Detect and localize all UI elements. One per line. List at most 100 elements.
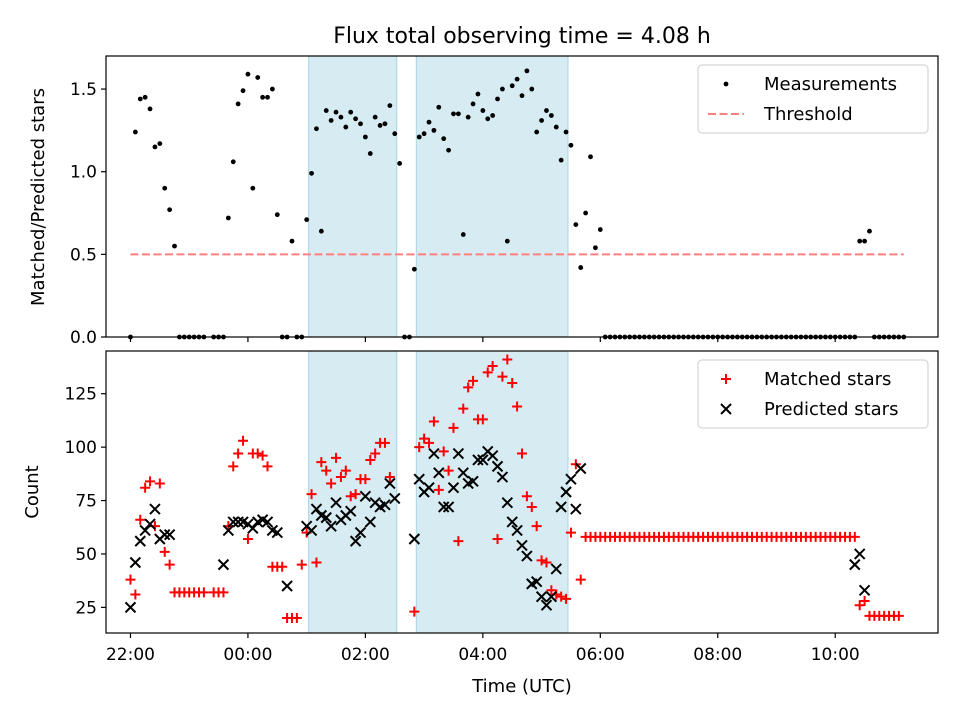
count-plus-point <box>424 437 435 448</box>
count-plus-point <box>125 574 136 585</box>
ratio-dot-point <box>867 228 872 234</box>
ratio-dot-point <box>524 68 530 74</box>
series-matched-stars <box>125 354 904 624</box>
count-x-point <box>271 526 284 539</box>
count-plus-point <box>409 606 420 617</box>
count-x-point <box>159 529 171 541</box>
count-plus-point <box>228 461 239 472</box>
count-x-point <box>344 505 357 517</box>
ratio-dot-point <box>387 103 393 108</box>
count-plus-point <box>448 422 459 433</box>
count-x-point <box>501 496 514 509</box>
count-plus-point <box>531 521 542 532</box>
count-plus-point <box>428 416 439 427</box>
ratio-dot-point <box>274 212 280 218</box>
ratio-dot-point <box>397 161 403 166</box>
ratio-dot-point <box>485 116 491 122</box>
count-x-point <box>163 529 176 541</box>
chart-title: Flux total observing time = 4.08 h <box>333 24 711 49</box>
count-plus-point <box>350 489 361 500</box>
ratio-dot-point <box>519 93 525 99</box>
ratio-dot-point <box>455 111 461 117</box>
ratio-dot-point <box>230 159 236 165</box>
count-x-point <box>496 471 509 483</box>
count-plus-point <box>492 534 503 544</box>
count-x-point <box>428 447 440 460</box>
count-ytick-label: 100 <box>65 438 97 458</box>
count-x-point <box>149 503 161 515</box>
count-plus-point <box>218 587 229 598</box>
ratio-dot-point <box>495 96 500 102</box>
ratio-dot-point <box>857 238 863 244</box>
count-plus-point <box>159 546 170 557</box>
count-x-point <box>349 535 362 547</box>
ratio-dot-point <box>436 104 442 110</box>
count-ytick-label: 125 <box>65 385 97 405</box>
ratio-dot-point <box>446 147 451 153</box>
series-predicted-stars <box>124 445 871 614</box>
ratio-dot-point <box>514 76 520 82</box>
ratio-dot-point <box>421 131 427 137</box>
count-plus-point <box>541 557 552 568</box>
count-x-point <box>486 449 499 462</box>
count-plus-point <box>482 367 493 378</box>
shaded-window-2 <box>415 55 569 338</box>
count-legend: Matched stars Predicted stars <box>697 359 929 429</box>
count-plus-point <box>262 461 273 472</box>
ratio-axes-frame <box>105 55 939 338</box>
count-x-point <box>261 516 274 528</box>
ratio-dot-point <box>451 111 456 117</box>
ratio-ytick-label: 1.0 <box>70 163 97 183</box>
ratio-dot-point <box>240 88 246 94</box>
count-x-point <box>325 520 337 532</box>
legend-box <box>697 64 929 134</box>
count-plus-point <box>497 371 508 382</box>
count-plus-point <box>433 484 444 495</box>
ratio-dot-point <box>235 101 241 107</box>
ratio-dot-point <box>504 238 510 244</box>
count-plus-point <box>345 491 356 502</box>
count-plus-point <box>130 589 141 600</box>
count-plus-point <box>164 559 175 570</box>
count-x-point <box>849 558 861 571</box>
count-x-point <box>144 518 156 530</box>
ratio-dot-point <box>500 86 505 92</box>
count-x-point <box>330 496 342 509</box>
count-plus-point <box>561 593 572 604</box>
ratio-ytick-label: 0.0 <box>70 328 97 348</box>
ratio-dot-point <box>558 157 564 163</box>
count-x-point <box>413 473 425 485</box>
count-x-point <box>560 486 572 498</box>
count-x-point <box>540 599 553 611</box>
ratio-dot-point <box>343 124 349 130</box>
count-plus-point <box>565 527 576 538</box>
count-plus-point <box>512 401 523 412</box>
count-ytick-label: 75 <box>75 492 97 512</box>
ratio-dot-point <box>152 144 158 150</box>
legend-x-swatch <box>720 403 732 415</box>
ratio-dot-point <box>167 207 173 213</box>
count-plus-point <box>306 489 317 500</box>
count-axes-frame <box>105 350 939 634</box>
ratio-dot-point <box>568 142 574 148</box>
ratio-dot-point <box>362 134 368 140</box>
ratio-dot-point <box>157 141 163 147</box>
ratio-dot-point <box>314 126 319 132</box>
ratio-dot-point <box>270 86 275 92</box>
count-x-point <box>575 462 587 475</box>
ratio-panel: 0.0 0.5 1.0 1.5 Measurements Threshold <box>70 55 939 348</box>
count-x-point <box>124 601 137 614</box>
ratio-dot-point <box>509 83 515 89</box>
count-plus-point <box>238 435 249 446</box>
legend-label: Measurements <box>764 74 897 95</box>
count-plus-point <box>526 501 537 512</box>
count-plus-point <box>140 482 151 493</box>
ratio-dot-point <box>318 228 324 234</box>
count-x-point <box>442 501 455 513</box>
count-x-point <box>354 526 367 539</box>
legend-plus-swatch <box>721 374 731 384</box>
y-axis-label-top: Matched/Predicted stars <box>28 88 49 306</box>
count-plus-point <box>859 595 870 606</box>
ratio-dot-point <box>539 118 544 123</box>
ratio-dot-point <box>588 154 593 160</box>
